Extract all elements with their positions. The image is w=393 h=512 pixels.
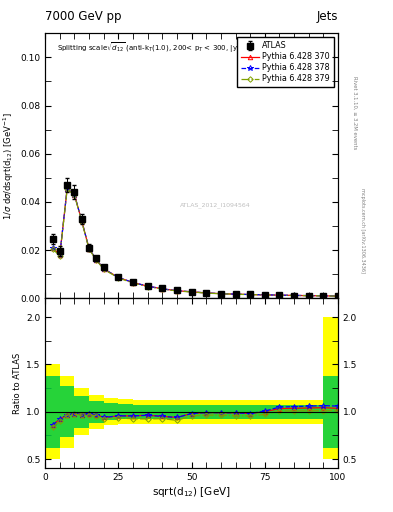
Pythia 6.428 378 xyxy=(72,191,77,198)
Pythia 6.428 379 xyxy=(292,292,296,298)
Pythia 6.428 379 xyxy=(116,275,121,281)
Pythia 6.428 378 xyxy=(336,293,340,299)
Pythia 6.428 370 xyxy=(336,293,340,299)
Pythia 6.428 379 xyxy=(248,291,253,297)
Pythia 6.428 378 xyxy=(145,283,150,289)
Pythia 6.428 370 xyxy=(160,286,165,292)
Pythia 6.428 378 xyxy=(79,218,84,224)
Pythia 6.428 379 xyxy=(79,219,84,225)
Text: ATLAS_2012_I1094564: ATLAS_2012_I1094564 xyxy=(180,203,250,208)
Pythia 6.428 379 xyxy=(263,292,267,298)
Pythia 6.428 379 xyxy=(57,253,62,259)
Text: Rivet 3.1.10, ≥ 3.2M events: Rivet 3.1.10, ≥ 3.2M events xyxy=(352,76,357,150)
Pythia 6.428 379 xyxy=(131,280,136,286)
Pythia 6.428 378 xyxy=(174,288,179,294)
Pythia 6.428 378 xyxy=(204,290,209,296)
Pythia 6.428 378 xyxy=(160,286,165,292)
Pythia 6.428 379 xyxy=(50,246,55,252)
Pythia 6.428 370 xyxy=(233,291,238,297)
Pythia 6.428 378 xyxy=(219,291,223,297)
Pythia 6.428 379 xyxy=(204,290,209,296)
Pythia 6.428 370 xyxy=(248,291,253,297)
X-axis label: sqrt(d$_{12}$) [GeV]: sqrt(d$_{12}$) [GeV] xyxy=(152,485,231,499)
Line: Pythia 6.428 370: Pythia 6.428 370 xyxy=(50,186,340,298)
Pythia 6.428 379 xyxy=(336,293,340,299)
Text: Splitting scale$\sqrt{d_{12}}$ (anti-k$_T$(1.0), 200< p$_T$ < 300, |y| < 2.0): Splitting scale$\sqrt{d_{12}}$ (anti-k$_… xyxy=(57,41,264,55)
Pythia 6.428 379 xyxy=(87,246,92,252)
Pythia 6.428 370 xyxy=(219,291,223,297)
Pythia 6.428 370 xyxy=(72,191,77,198)
Pythia 6.428 378 xyxy=(233,291,238,297)
Pythia 6.428 378 xyxy=(307,292,311,298)
Pythia 6.428 370 xyxy=(116,274,121,281)
Pythia 6.428 370 xyxy=(307,292,311,298)
Pythia 6.428 378 xyxy=(50,245,55,251)
Pythia 6.428 370 xyxy=(189,289,194,295)
Pythia 6.428 379 xyxy=(174,288,179,294)
Pythia 6.428 379 xyxy=(72,192,77,198)
Line: Pythia 6.428 379: Pythia 6.428 379 xyxy=(51,187,340,298)
Pythia 6.428 370 xyxy=(292,292,296,298)
Y-axis label: Ratio to ATLAS: Ratio to ATLAS xyxy=(13,353,22,414)
Pythia 6.428 378 xyxy=(94,257,99,263)
Pythia 6.428 379 xyxy=(145,284,150,290)
Legend: ATLAS, Pythia 6.428 370, Pythia 6.428 378, Pythia 6.428 379: ATLAS, Pythia 6.428 370, Pythia 6.428 37… xyxy=(237,37,334,88)
Y-axis label: 1/$\sigma$ d$\sigma$/dsqrt(d$_{12}$) [GeV$^{-1}$]: 1/$\sigma$ d$\sigma$/dsqrt(d$_{12}$) [Ge… xyxy=(2,112,16,220)
Line: Pythia 6.428 378: Pythia 6.428 378 xyxy=(50,186,341,299)
Pythia 6.428 370 xyxy=(87,246,92,252)
Pythia 6.428 370 xyxy=(65,185,70,191)
Pythia 6.428 378 xyxy=(131,280,136,286)
Pythia 6.428 370 xyxy=(263,292,267,298)
Pythia 6.428 379 xyxy=(277,292,282,298)
Pythia 6.428 379 xyxy=(65,186,70,192)
Text: mcplots.cern.ch [arXiv:1306.3436]: mcplots.cern.ch [arXiv:1306.3436] xyxy=(360,188,365,273)
Pythia 6.428 370 xyxy=(50,245,55,251)
Text: Jets: Jets xyxy=(316,10,338,23)
Pythia 6.428 379 xyxy=(101,266,106,272)
Pythia 6.428 379 xyxy=(160,286,165,292)
Pythia 6.428 379 xyxy=(233,291,238,297)
Pythia 6.428 378 xyxy=(263,292,267,298)
Text: 7000 GeV pp: 7000 GeV pp xyxy=(45,10,122,23)
Pythia 6.428 379 xyxy=(189,289,194,295)
Pythia 6.428 370 xyxy=(174,288,179,294)
Pythia 6.428 379 xyxy=(321,293,326,299)
Pythia 6.428 370 xyxy=(94,257,99,263)
Pythia 6.428 378 xyxy=(292,292,296,298)
Pythia 6.428 378 xyxy=(189,289,194,295)
Pythia 6.428 370 xyxy=(204,290,209,296)
Pythia 6.428 379 xyxy=(219,291,223,297)
Pythia 6.428 370 xyxy=(321,293,326,299)
Pythia 6.428 370 xyxy=(57,252,62,258)
Pythia 6.428 378 xyxy=(87,246,92,252)
Pythia 6.428 378 xyxy=(65,185,70,191)
Pythia 6.428 379 xyxy=(307,293,311,299)
Pythia 6.428 370 xyxy=(101,266,106,272)
Pythia 6.428 378 xyxy=(321,293,326,299)
Pythia 6.428 379 xyxy=(94,257,99,263)
Pythia 6.428 378 xyxy=(116,274,121,281)
Pythia 6.428 378 xyxy=(248,291,253,297)
Pythia 6.428 370 xyxy=(79,218,84,224)
Pythia 6.428 370 xyxy=(145,283,150,289)
Pythia 6.428 370 xyxy=(277,292,282,298)
Pythia 6.428 378 xyxy=(277,292,282,298)
Pythia 6.428 378 xyxy=(101,266,106,272)
Pythia 6.428 378 xyxy=(57,252,62,258)
Pythia 6.428 370 xyxy=(131,280,136,286)
